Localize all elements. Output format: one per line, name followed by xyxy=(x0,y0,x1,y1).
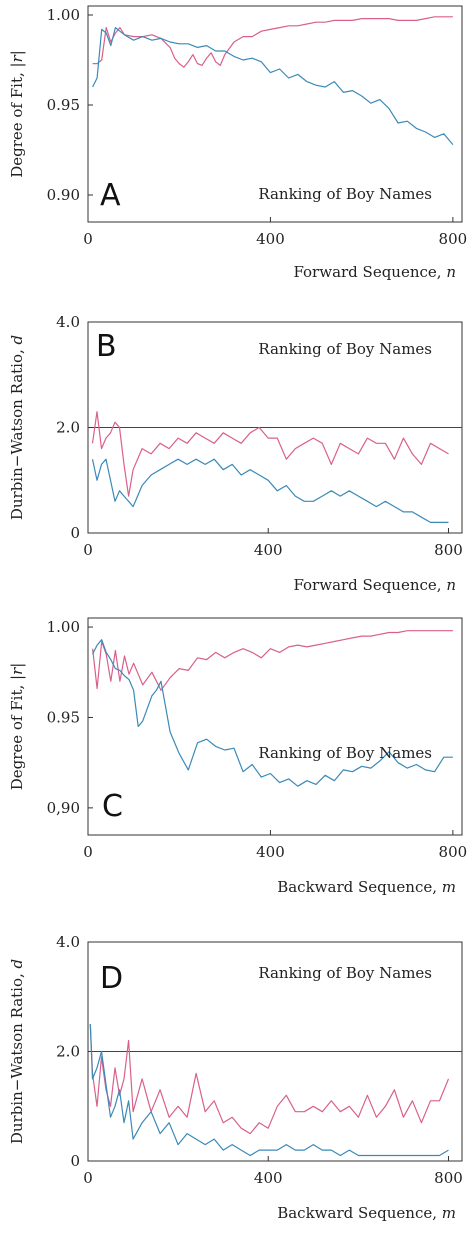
chart-annotation: Ranking of Boy Names xyxy=(258,340,432,358)
y-tick-label: 0.95 xyxy=(47,708,80,726)
y-tick-label: 2.0 xyxy=(56,1043,80,1061)
x-tick-label: 0 xyxy=(83,230,93,248)
panel-b-chart: 0 400 800 0 2.0 4.0 B Ranking of Boy Names Forwa… xyxy=(8,313,463,594)
x-tick-label: 0 xyxy=(83,1169,93,1187)
panel-a-chart: 0 400 800 0.90 0.95 1.00 A Ranking of Boy Names… xyxy=(8,5,468,281)
chart-annotation: Ranking of Boy Names xyxy=(258,744,432,762)
x-tick-label: 800 xyxy=(439,230,468,248)
series-line-blue xyxy=(89,1024,449,1157)
panel-label: C xyxy=(102,789,123,824)
x-tick-label: 0 xyxy=(83,843,93,861)
series-line-pink xyxy=(89,1024,450,1135)
x-axis-label: Backward Sequence, m xyxy=(277,1204,456,1222)
y-tick-label: 1.00 xyxy=(47,618,80,636)
series-line-pink xyxy=(92,16,453,68)
series-line-blue xyxy=(92,27,454,145)
x-tick-label: 0 xyxy=(83,541,93,559)
series-line-pink xyxy=(92,630,453,691)
y-axis-label: Degree of Fit, |r| xyxy=(8,663,26,791)
x-tick-label: 800 xyxy=(434,541,463,559)
y-tick-label: 4.0 xyxy=(56,933,80,951)
y-tick-label: 0.90 xyxy=(47,186,80,204)
panel-label: D xyxy=(100,961,123,996)
series-line-blue xyxy=(92,639,453,787)
x-axis-label: Backward Sequence, m xyxy=(277,878,456,896)
plot-frame xyxy=(87,5,463,223)
y-axis-label: Degree of Fit, |r| xyxy=(8,50,26,178)
x-tick-label: 800 xyxy=(434,1169,463,1187)
series-line-blue xyxy=(91,458,449,523)
x-axis-label: Forward Sequence, n xyxy=(293,263,456,281)
panel-c-chart: 0 400 800 0,90 0.95 1.00 C Ranking of Boy Names… xyxy=(8,617,468,896)
plot-frame xyxy=(87,617,463,836)
y-tick-label: 0 xyxy=(70,1152,80,1170)
y-tick-label: 0.95 xyxy=(47,96,80,114)
x-tick-label: 400 xyxy=(254,1169,283,1187)
y-axis-label: Durbin−Watson Ratio, d xyxy=(8,959,26,1144)
x-tick-label: 400 xyxy=(256,230,285,248)
panel-label: B xyxy=(96,329,117,364)
y-tick-label: 2.0 xyxy=(56,419,80,437)
x-tick-label: 800 xyxy=(439,843,468,861)
panel-label: A xyxy=(100,178,121,213)
y-tick-label: 0 xyxy=(70,524,80,542)
y-tick-label: 0,90 xyxy=(47,799,80,817)
chart-annotation: Ranking of Boy Names xyxy=(258,964,432,982)
y-tick-label: 4.0 xyxy=(56,313,80,331)
panel-d-chart: 0 400 800 0 2.0 4.0 D Ranking of Boy Names Backw… xyxy=(8,933,463,1222)
series-line-pink xyxy=(91,411,449,497)
x-axis-label: Forward Sequence, n xyxy=(293,576,456,594)
chart-annotation: Ranking of Boy Names xyxy=(258,185,432,203)
x-tick-label: 400 xyxy=(254,541,283,559)
y-tick-label: 1.00 xyxy=(47,6,80,24)
y-axis-label: Durbin−Watson Ratio, d xyxy=(8,335,26,520)
x-tick-label: 400 xyxy=(256,843,285,861)
